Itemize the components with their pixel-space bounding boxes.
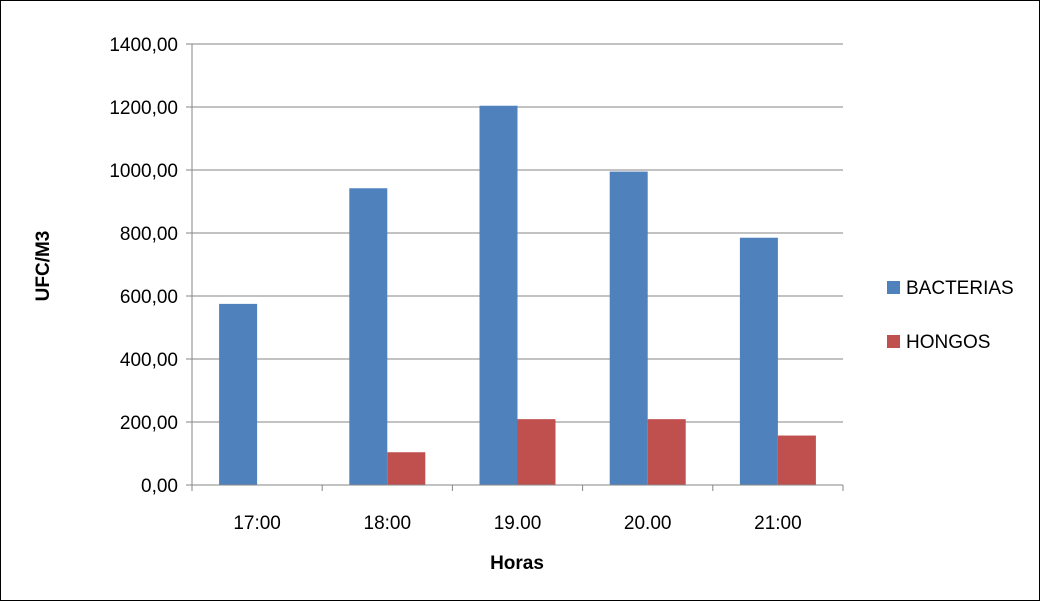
y-tick-label: 1400,00 [109, 35, 178, 56]
x-tick-label: 20.00 [624, 513, 672, 534]
bar-bacterias-3 [609, 171, 648, 485]
bar-bacterias-1 [349, 188, 388, 485]
bar-bacterias-2 [479, 105, 518, 486]
legend-swatch-hongos [887, 335, 900, 348]
y-tick-label: 1200,00 [109, 98, 178, 119]
bar-hongos-2 [517, 419, 556, 485]
y-tick-label: 200,00 [120, 413, 178, 434]
bars [219, 105, 816, 486]
y-tick-labels: 0,00 200,00 400,00 600,00 800,00 1000,00 1200,… [109, 35, 178, 497]
y-tick-label: 800,00 [120, 224, 178, 245]
legend-swatch-bacterias [887, 281, 900, 294]
x-tick-label: 18:00 [364, 513, 412, 534]
x-axis-title: Horas [490, 553, 544, 574]
x-tick-label: 17:00 [233, 513, 281, 534]
y-axis-title: UFC/M3 [33, 231, 54, 302]
y-tick-label: 1000,00 [109, 161, 178, 182]
bar-hongos-1 [387, 452, 426, 485]
legend-label-hongos: HONGOS [906, 332, 990, 353]
y-tick-label: 600,00 [120, 287, 178, 308]
x-tick-label: 21:00 [754, 513, 802, 534]
bar-bacterias-0 [219, 303, 258, 485]
x-tick-label: 19.00 [494, 513, 542, 534]
bar-bacterias-4 [739, 237, 778, 485]
y-tick-label: 400,00 [120, 350, 178, 371]
x-tick-labels: 17:00 18:00 19.00 20.00 21:00 [233, 513, 801, 534]
axes [191, 44, 844, 491]
bar-hongos-3 [647, 419, 686, 485]
bar-hongos-4 [777, 435, 816, 485]
legend: BACTERIAS HONGOS [887, 278, 1014, 353]
y-tick-label: 0,00 [141, 476, 178, 497]
legend-label-bacterias: BACTERIAS [906, 278, 1014, 299]
